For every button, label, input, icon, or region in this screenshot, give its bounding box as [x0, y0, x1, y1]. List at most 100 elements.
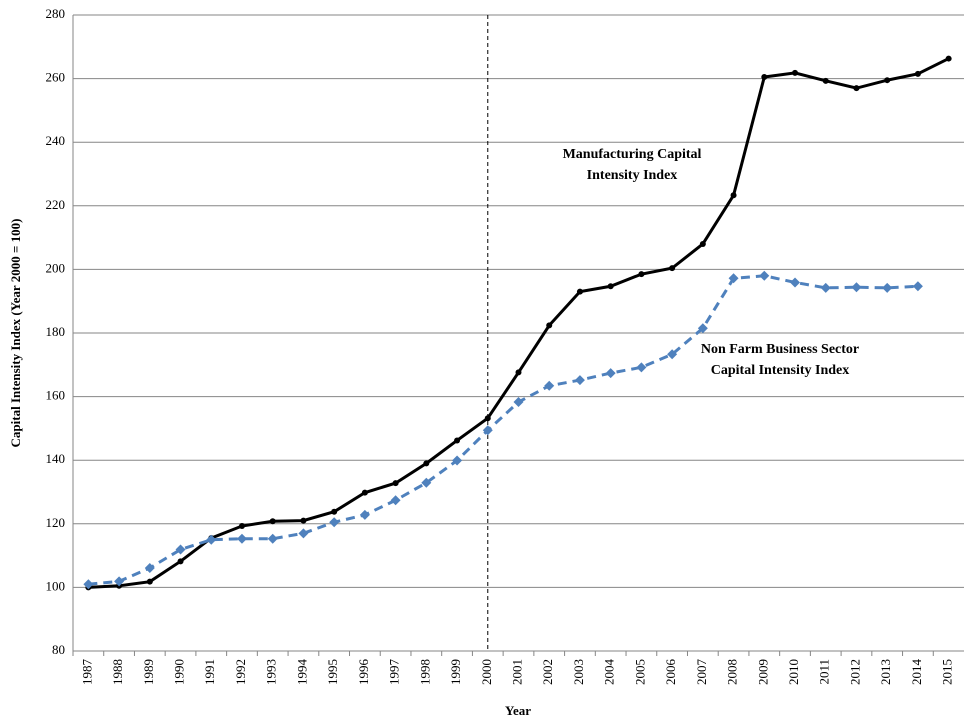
x-tick-label: 1994	[294, 659, 309, 686]
marker	[269, 518, 276, 525]
marker	[667, 349, 678, 360]
y-tick-label: 120	[46, 515, 66, 530]
x-tick-label: 2013	[878, 659, 893, 685]
marker	[884, 77, 891, 84]
marker	[298, 528, 309, 539]
x-tick-label: 2014	[909, 659, 924, 686]
marker	[146, 578, 153, 585]
marker	[636, 362, 647, 373]
y-tick-label: 80	[52, 642, 65, 657]
marker	[822, 77, 829, 84]
marker	[423, 460, 430, 467]
y-tick-label: 140	[46, 451, 66, 466]
x-tick-label: 1990	[172, 659, 187, 685]
marker	[728, 273, 739, 284]
marker	[730, 192, 737, 199]
marker	[761, 74, 768, 81]
marker	[513, 397, 524, 408]
marker	[329, 517, 340, 528]
marker	[945, 55, 952, 62]
marker	[546, 322, 553, 329]
x-tick-label: 1993	[264, 659, 279, 685]
marker	[605, 368, 616, 379]
y-tick-label: 180	[46, 324, 66, 339]
marker	[853, 85, 860, 92]
marker	[114, 576, 125, 587]
marker	[790, 277, 801, 288]
marker	[851, 282, 862, 293]
x-tick-label: 2009	[755, 659, 770, 685]
marker	[236, 533, 247, 544]
x-tick-label: 2002	[540, 659, 555, 685]
marker	[267, 533, 278, 544]
annotation: Non Farm Business Sector	[701, 342, 859, 357]
marker	[83, 579, 94, 590]
marker	[454, 437, 461, 444]
x-tick-label: 1997	[387, 659, 402, 686]
x-tick-label: 2003	[571, 659, 586, 685]
marker	[238, 523, 245, 530]
x-tick-label: 2005	[632, 659, 647, 685]
y-tick-label: 160	[46, 388, 66, 403]
x-tick-label: 2010	[786, 659, 801, 685]
annotation: Capital Intensity Index	[711, 363, 849, 378]
annotation: Intensity Index	[587, 168, 678, 183]
x-tick-label: 2008	[725, 659, 740, 685]
marker	[544, 380, 555, 391]
y-tick-label: 260	[46, 70, 66, 85]
marker	[175, 544, 186, 555]
marker	[882, 282, 893, 293]
marker	[607, 283, 614, 290]
marker	[144, 563, 155, 574]
x-tick-label: 2015	[940, 659, 955, 685]
y-tick-label: 200	[46, 260, 66, 275]
x-tick-label: 2000	[479, 659, 494, 685]
x-tick-label: 2007	[694, 659, 709, 686]
marker	[576, 288, 583, 295]
x-tick-label: 1991	[202, 659, 217, 685]
x-axis-title: Year	[505, 703, 531, 718]
y-tick-label: 220	[46, 197, 66, 212]
x-tick-label: 2006	[663, 659, 678, 686]
x-tick-label: 1987	[79, 659, 94, 686]
marker	[759, 270, 770, 281]
marker	[421, 477, 432, 488]
x-tick-label: 1998	[417, 659, 432, 685]
x-tick-label: 1992	[233, 659, 248, 685]
marker	[206, 534, 217, 545]
marker	[331, 508, 338, 515]
marker	[914, 70, 921, 77]
marker	[390, 495, 401, 506]
x-tick-label: 1995	[325, 659, 340, 685]
x-tick-label: 1988	[110, 659, 125, 685]
x-tick-label: 1999	[448, 659, 463, 685]
marker	[392, 480, 399, 487]
marker	[484, 415, 491, 422]
x-tick-label: 2001	[509, 659, 524, 685]
x-tick-label: 2012	[847, 659, 862, 685]
y-axis-title: Capital Intensity Index (Year 2000 = 100…	[8, 219, 23, 448]
x-tick-label: 2004	[602, 659, 617, 686]
marker	[359, 509, 370, 520]
marker	[515, 369, 522, 376]
marker	[177, 558, 184, 565]
marker	[699, 240, 706, 247]
marker	[300, 517, 307, 524]
y-tick-label: 240	[46, 133, 66, 148]
marker	[574, 375, 585, 386]
x-tick-label: 1989	[141, 659, 156, 685]
marker	[820, 282, 831, 293]
marker	[452, 455, 463, 466]
marker	[482, 425, 493, 436]
marker	[912, 281, 923, 292]
x-tick-label: 1996	[356, 659, 371, 686]
marker	[792, 69, 799, 76]
series-line	[88, 57, 950, 589]
marker	[669, 265, 676, 272]
y-tick-label: 280	[46, 6, 66, 21]
x-tick-label: 2011	[817, 659, 832, 685]
marker	[697, 323, 708, 334]
marker	[361, 489, 368, 496]
annotation: Manufacturing Capital	[563, 147, 702, 162]
